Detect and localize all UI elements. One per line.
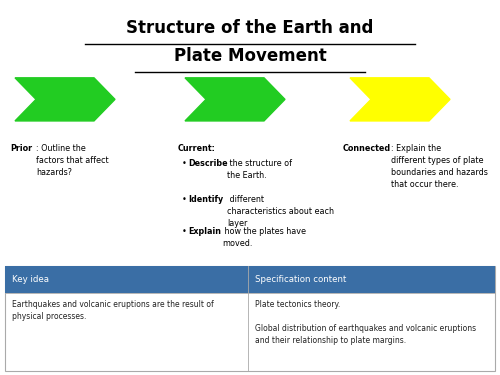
Text: Describe: Describe	[188, 159, 228, 168]
Text: the structure of
the Earth.: the structure of the Earth.	[228, 159, 292, 180]
Polygon shape	[350, 78, 450, 121]
Polygon shape	[15, 78, 115, 121]
Text: •: •	[182, 195, 186, 204]
Text: Specification content: Specification content	[255, 275, 346, 284]
Bar	[5, 266, 248, 293]
Text: Global distribution of earthquakes and volcanic eruptions
and their relationship: Global distribution of earthquakes and v…	[255, 324, 476, 345]
Text: Explain: Explain	[188, 227, 222, 236]
Bar	[5, 266, 495, 371]
Text: Plate Movement: Plate Movement	[174, 47, 326, 65]
Text: Connected: Connected	[342, 144, 390, 153]
Text: Key idea: Key idea	[12, 275, 50, 284]
Text: •: •	[182, 227, 186, 236]
Text: •: •	[182, 159, 186, 168]
Text: Structure of the Earth and: Structure of the Earth and	[126, 19, 374, 37]
Text: Prior: Prior	[10, 144, 32, 153]
Text: Identify: Identify	[188, 195, 224, 204]
Text: how the plates have
moved.: how the plates have moved.	[222, 227, 306, 248]
Polygon shape	[185, 78, 285, 121]
Text: : Explain the
different types of plate
boundaries and hazards
that occur there.: : Explain the different types of plate b…	[391, 144, 488, 189]
Text: different
characteristics about each
layer: different characteristics about each lay…	[228, 195, 334, 228]
Text: Plate tectonics theory.: Plate tectonics theory.	[255, 300, 340, 309]
Text: : Outline the
factors that affect
hazards?: : Outline the factors that affect hazard…	[36, 144, 109, 177]
Text: Earthquakes and volcanic eruptions are the result of
physical processes.: Earthquakes and volcanic eruptions are t…	[12, 300, 214, 321]
Text: Current:: Current:	[178, 144, 216, 153]
Bar	[248, 266, 495, 293]
